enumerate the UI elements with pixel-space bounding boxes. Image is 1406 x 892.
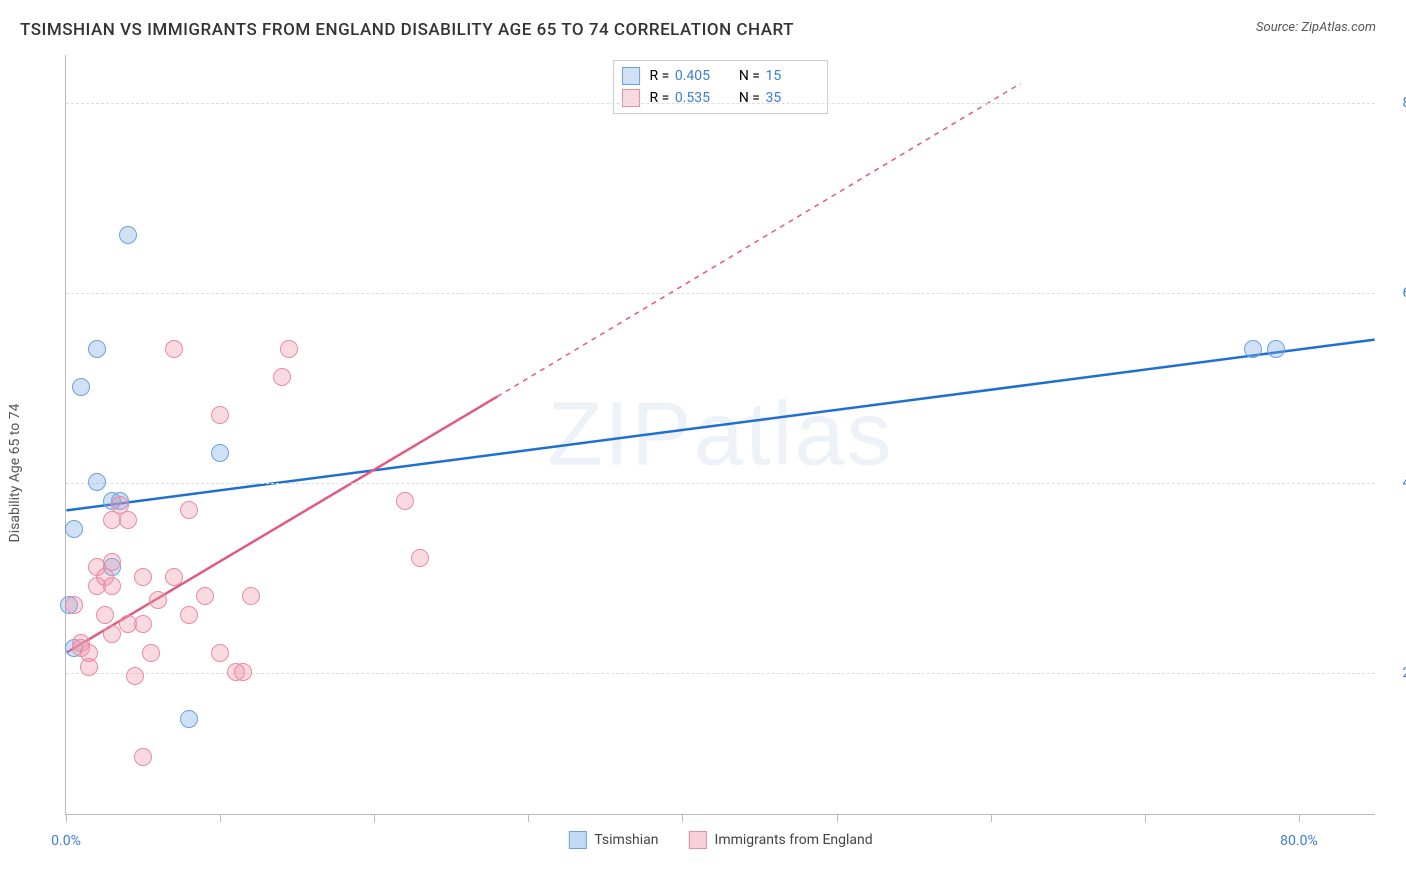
- data-point: [88, 473, 106, 491]
- data-point: [211, 444, 229, 462]
- legend-swatch: [568, 831, 586, 849]
- data-point: [134, 568, 152, 586]
- data-point: [234, 663, 252, 681]
- data-point: [196, 587, 214, 605]
- gridline-h: [66, 673, 1375, 674]
- data-point: [126, 667, 144, 685]
- chart-title: TSIMSHIAN VS IMMIGRANTS FROM ENGLAND DIS…: [20, 20, 794, 40]
- data-point: [165, 340, 183, 358]
- source-label: Source: ZipAtlas.com: [1256, 20, 1376, 35]
- legend-swatch: [689, 831, 707, 849]
- y-tick-label: 60.0%: [1402, 285, 1406, 301]
- data-point: [211, 644, 229, 662]
- x-tick: [991, 814, 992, 822]
- plot-area: ZIPatlas R = 0.405N = 15R = 0.535N = 35 …: [65, 55, 1375, 815]
- y-tick-label: 40.0%: [1402, 475, 1406, 491]
- x-tick: [1299, 814, 1300, 822]
- legend-label: Tsimshian: [594, 832, 658, 848]
- stat-n-label: N = 15: [739, 68, 820, 84]
- data-point: [65, 596, 83, 614]
- data-point: [149, 591, 167, 609]
- gridline-h: [66, 293, 1375, 294]
- data-point: [103, 577, 121, 595]
- data-point: [119, 226, 137, 244]
- chart-container: Disability Age 65 to 74 ZIPatlas R = 0.4…: [20, 55, 1390, 875]
- data-point: [65, 520, 83, 538]
- legend-bottom: Tsimshian Immigrants from England: [568, 831, 872, 849]
- x-tick: [66, 814, 67, 822]
- x-tick: [374, 814, 375, 822]
- data-point: [180, 606, 198, 624]
- data-point: [134, 748, 152, 766]
- x-tick: [220, 814, 221, 822]
- stat-r-label: R = 0.405: [650, 68, 729, 84]
- legend-swatch: [622, 89, 640, 107]
- x-tick: [837, 814, 838, 822]
- data-point: [103, 553, 121, 571]
- x-tick: [528, 814, 529, 822]
- data-point: [88, 340, 106, 358]
- x-tick-label: 80.0%: [1280, 833, 1318, 849]
- data-point: [142, 644, 160, 662]
- stat-r-value: 0.405: [675, 68, 725, 84]
- y-tick-label: 20.0%: [1402, 665, 1406, 681]
- data-point: [1244, 340, 1262, 358]
- data-point: [72, 378, 90, 396]
- stats-legend-row: R = 0.535 N = 35: [622, 87, 820, 109]
- data-point: [411, 549, 429, 567]
- legend-label: Immigrants from England: [715, 832, 873, 848]
- data-point: [96, 606, 114, 624]
- x-tick-label: 0.0%: [51, 833, 81, 849]
- x-tick: [1145, 814, 1146, 822]
- stat-r-value: 0.535: [675, 90, 725, 106]
- stat-n-label: N = 35: [739, 90, 820, 106]
- stats-legend-row: R = 0.405 N = 15: [622, 65, 820, 87]
- stat-n-value: 35: [765, 90, 815, 106]
- legend-swatch: [622, 67, 640, 85]
- data-point: [80, 644, 98, 662]
- data-point: [165, 568, 183, 586]
- watermark: ZIPatlas: [547, 383, 893, 486]
- data-point: [280, 340, 298, 358]
- legend-item: Tsimshian: [568, 831, 658, 849]
- y-axis-label: Disability Age 65 to 74: [7, 404, 23, 543]
- x-tick: [682, 814, 683, 822]
- y-tick-label: 80.0%: [1402, 95, 1406, 111]
- stat-r-label: R = 0.535: [650, 90, 729, 106]
- data-point: [134, 615, 152, 633]
- data-point: [180, 710, 198, 728]
- gridline-h: [66, 103, 1375, 104]
- stat-n-value: 15: [765, 68, 815, 84]
- data-point: [211, 406, 229, 424]
- stats-legend: R = 0.405 N = 15 R = 0.535 N = 35: [613, 60, 829, 114]
- gridline-h: [66, 483, 1375, 484]
- data-point: [1267, 340, 1285, 358]
- data-point: [396, 492, 414, 510]
- data-point: [180, 501, 198, 519]
- trend-lines: [66, 55, 1375, 814]
- data-point: [119, 511, 137, 529]
- data-point: [242, 587, 260, 605]
- legend-item: Immigrants from England: [689, 831, 873, 849]
- data-point: [273, 368, 291, 386]
